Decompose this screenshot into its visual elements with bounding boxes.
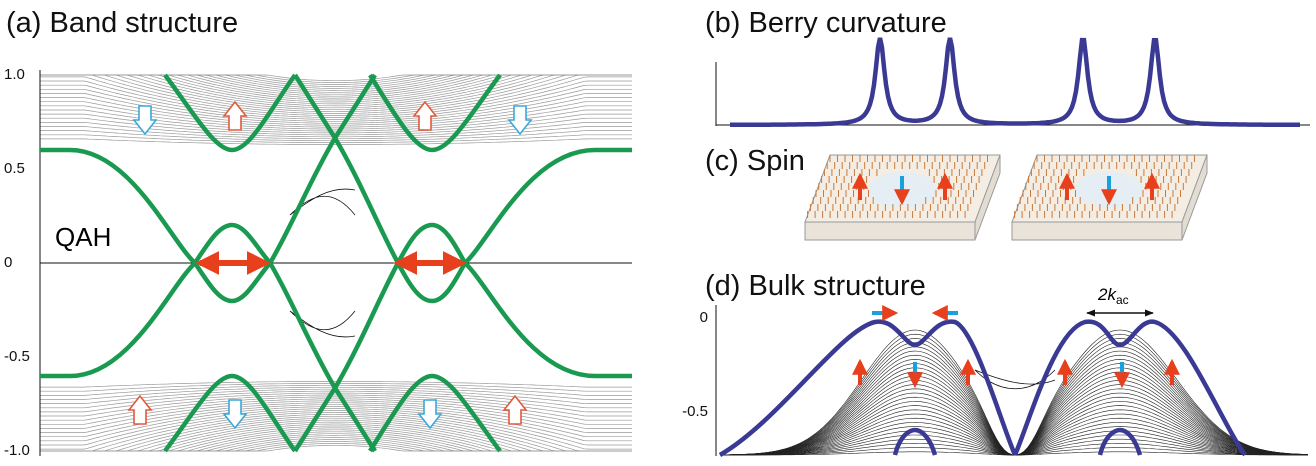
panel-title: (d) Bulk structure: [705, 270, 926, 302]
band-line: [40, 74, 632, 111]
band-line: [40, 412, 632, 452]
band-line: [40, 74, 632, 85]
band-line: [40, 441, 632, 452]
band-line: [40, 138, 632, 145]
y-tick-label: -0.5: [682, 403, 708, 420]
band-line: [40, 417, 632, 452]
band-line: [40, 410, 632, 450]
band-line: [40, 74, 632, 109]
y-tick-label: -0.5: [4, 348, 30, 365]
band-line: [40, 433, 632, 452]
panel-title: (b) Berry curvature: [705, 7, 947, 39]
band-line: [40, 444, 632, 452]
band-line: [40, 84, 632, 120]
spin-box: [804, 155, 1207, 240]
annotation: 2kac: [1097, 285, 1129, 307]
bulk-band: [718, 319, 1247, 457]
panel-title: (a) Band structure: [6, 7, 238, 39]
spin-arrows: [852, 305, 1180, 389]
band-line: [40, 80, 632, 118]
y-tick-label: 0: [4, 254, 12, 271]
bulk-lines: [719, 329, 1309, 456]
y-tick-label: 0: [700, 309, 708, 326]
band-line: [40, 74, 632, 113]
y-tick-label: -1.0: [4, 442, 30, 459]
band-line: [40, 76, 632, 116]
edge-bands: [40, 73, 632, 451]
band-line: [40, 413, 632, 452]
band-line: [40, 408, 632, 446]
band-line: [40, 74, 632, 82]
band-line: [40, 381, 632, 388]
band-line: [40, 406, 632, 442]
berry-curve: [730, 37, 1300, 128]
band-line: [40, 415, 632, 452]
y-tick-label: 0.5: [4, 160, 25, 177]
band-line: [40, 74, 632, 93]
band-line: [40, 88, 632, 122]
panel-title: (c) Spin: [705, 145, 805, 177]
band-line: [40, 93, 632, 124]
annotation: QAH: [55, 222, 111, 252]
band-line: [40, 74, 632, 114]
y-tick-label: 1.0: [4, 66, 25, 83]
